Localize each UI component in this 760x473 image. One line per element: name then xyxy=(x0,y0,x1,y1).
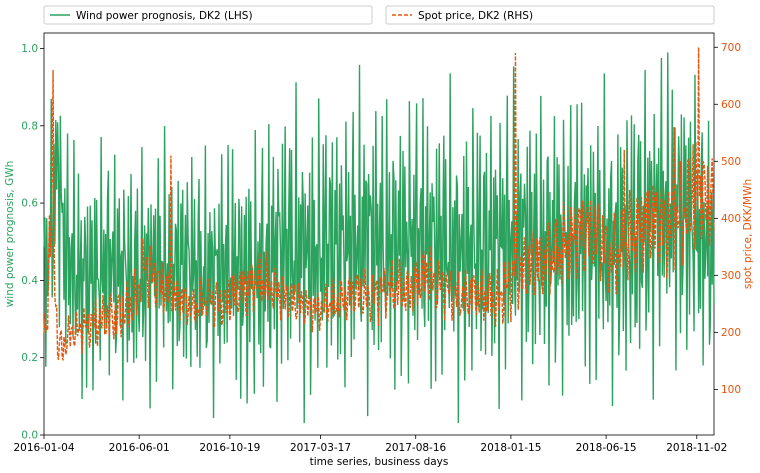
y-left-tick-label: 0.6 xyxy=(21,198,38,210)
legend-label-wind: Wind power prognosis, DK2 (LHS) xyxy=(76,10,253,22)
x-tick-label: 2018-06-15 xyxy=(576,442,637,454)
y-right-tick-label: 200 xyxy=(721,327,741,339)
y-right-tick-label: 400 xyxy=(721,213,741,225)
legend-box-wind xyxy=(43,5,373,25)
series-line-price xyxy=(43,47,715,361)
x-axis-ticks: 2016-01-04 2016-06-01 2016-10-19 2017-03-17… xyxy=(13,435,727,454)
x-axis-label: time series, business days xyxy=(310,456,449,468)
y-left-axis-label: wind power prognosis, GWh xyxy=(4,161,16,308)
legend: Wind power prognosis, DK2 (LHS) Spot pri… xyxy=(43,5,715,25)
y-right-tick-label: 300 xyxy=(721,270,741,282)
y-left-tick-label: 0.4 xyxy=(21,275,38,287)
legend-label-price: Spot price, DK2 (RHS) xyxy=(418,10,533,22)
y-right-tick-label: 500 xyxy=(721,156,741,168)
x-tick-label: 2016-06-01 xyxy=(109,442,170,454)
y-right-axis-ticks: 100 200 300 400 500 600 700 xyxy=(714,42,741,396)
series-line-wind xyxy=(43,52,715,424)
y-right-tick-label: 600 xyxy=(721,99,741,111)
y-right-tick-label: 700 xyxy=(721,42,741,54)
y-left-tick-label: 1.0 xyxy=(21,43,38,55)
y-right-tick-label: 100 xyxy=(721,384,741,396)
x-tick-label: 2017-03-17 xyxy=(290,442,351,454)
y-left-tick-label: 0.8 xyxy=(21,120,38,132)
y-left-tick-label: 0.2 xyxy=(21,352,38,364)
x-tick-label: 2016-10-19 xyxy=(199,442,260,454)
y-right-axis-label: spot price, DKK/MWh xyxy=(742,179,754,289)
x-tick-label: 2018-01-15 xyxy=(480,442,541,454)
legend-box-price xyxy=(385,5,715,25)
x-tick-label: 2018-11-02 xyxy=(666,442,727,454)
y-left-tick-label: 0.0 xyxy=(21,430,38,442)
series-layer xyxy=(43,47,715,424)
x-tick-label: 2016-01-04 xyxy=(13,442,74,454)
y-left-axis-ticks: 0.0 0.2 0.4 0.6 0.8 1.0 xyxy=(21,43,44,442)
x-tick-label: 2017-08-16 xyxy=(385,442,446,454)
